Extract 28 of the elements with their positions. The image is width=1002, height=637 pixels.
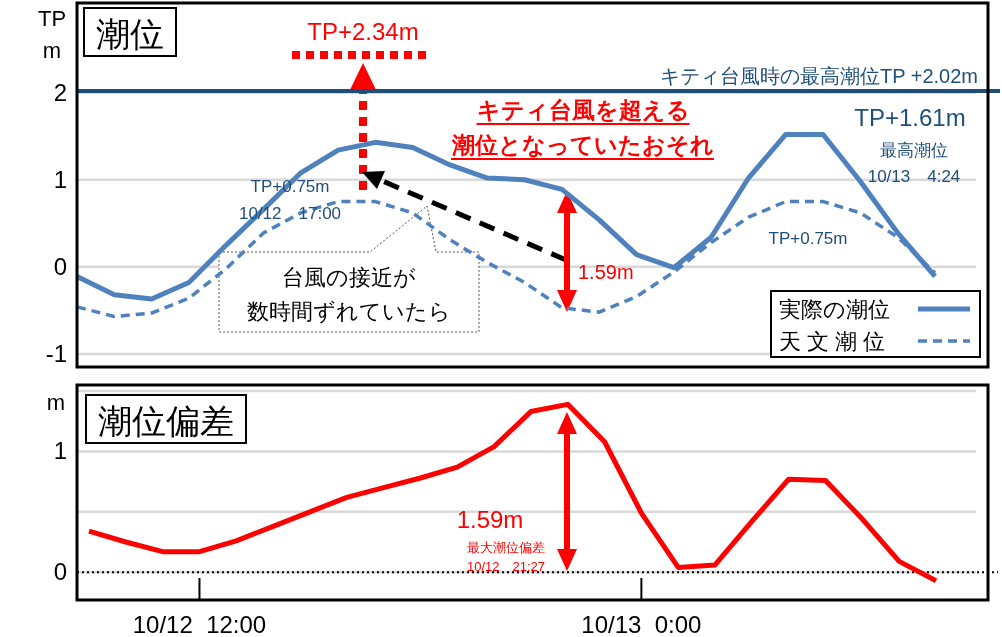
ref-line-label: キティ台風時の最高潮位TP +2.02m <box>659 64 978 87</box>
y-tick-label: -1 <box>45 339 67 367</box>
text: 潮位偏差 <box>98 402 234 440</box>
y-axis-title: TP m <box>37 6 67 63</box>
y-tick-label: 0 <box>53 558 67 586</box>
annotation: 潮位となっていたおそれ <box>451 132 714 158</box>
annotation: TP+0.75m <box>768 229 848 248</box>
annotation: 1.59m <box>456 506 524 533</box>
x-tick-label: 10/12 12:00 <box>132 611 267 637</box>
legend-label: 実際の潮位 <box>779 297 890 322</box>
legend-label: 天 文 潮 位 <box>779 329 886 354</box>
annotation: 台風の接近が <box>282 265 416 290</box>
y-tick-label: 1 <box>53 165 67 193</box>
annotation: 1.59m <box>578 261 634 283</box>
annotation: 最高潮位 <box>880 141 948 160</box>
annotation: 最大潮位偏差 <box>467 540 545 555</box>
x-tick-label: 10/13 0:00 <box>581 611 702 637</box>
annotation: 10/13 4:24 <box>867 167 961 186</box>
annotation: 数時間ずれていたら <box>247 299 451 324</box>
annotation: 10/12 21:27 <box>466 559 546 574</box>
chart-title: 潮位 <box>96 15 164 53</box>
y-tick-label: 2 <box>53 78 67 106</box>
annotation: TP+2.34m <box>307 18 419 45</box>
y-axis-title: m <box>46 390 66 415</box>
annotation: キティ台風を超える <box>476 97 690 123</box>
annotation: TP+1.61m <box>854 104 966 131</box>
y-tick-label: 0 <box>53 252 67 280</box>
y-tick-label: 1 <box>53 437 67 465</box>
